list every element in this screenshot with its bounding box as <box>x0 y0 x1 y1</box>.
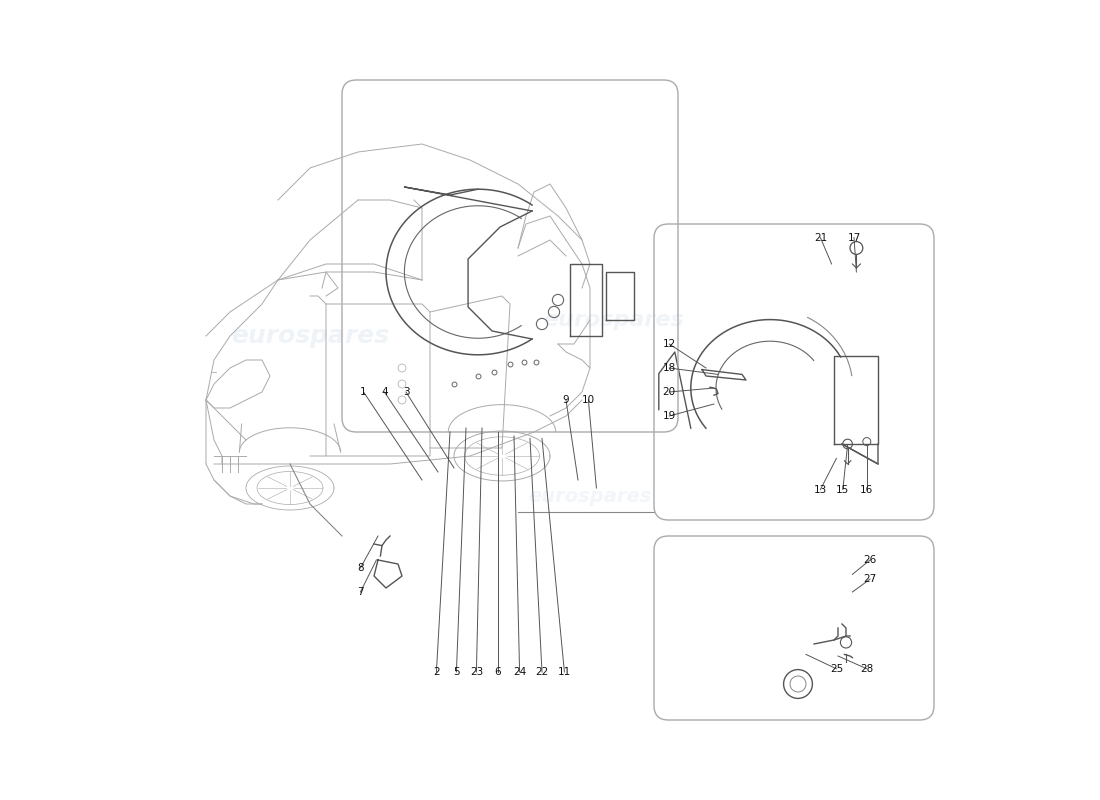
Text: 17: 17 <box>847 233 860 242</box>
Text: 11: 11 <box>558 667 571 677</box>
Text: 5: 5 <box>453 667 460 677</box>
Text: 28: 28 <box>860 664 873 674</box>
Text: 6: 6 <box>495 667 502 677</box>
Text: 18: 18 <box>662 363 675 373</box>
Text: 23: 23 <box>470 667 483 677</box>
Text: 21: 21 <box>814 233 827 242</box>
Text: 24: 24 <box>513 667 526 677</box>
Text: 13: 13 <box>814 485 827 494</box>
Text: 27: 27 <box>864 574 877 584</box>
Text: eurospares: eurospares <box>528 486 651 506</box>
Text: 9: 9 <box>563 395 570 405</box>
Text: 16: 16 <box>860 485 873 494</box>
Text: 1: 1 <box>361 387 367 397</box>
Text: 20: 20 <box>662 387 675 397</box>
Text: 4: 4 <box>381 387 387 397</box>
Text: 25: 25 <box>829 664 843 674</box>
Text: 12: 12 <box>662 339 675 349</box>
Text: 19: 19 <box>662 411 675 421</box>
Text: 8: 8 <box>358 563 364 573</box>
Text: 3: 3 <box>403 387 409 397</box>
Text: 10: 10 <box>582 395 595 405</box>
Text: 7: 7 <box>358 587 364 597</box>
Text: 15: 15 <box>836 485 849 494</box>
Text: 26: 26 <box>864 555 877 565</box>
Text: eurospares: eurospares <box>231 324 389 348</box>
Text: eurospares: eurospares <box>543 310 684 330</box>
Text: 22: 22 <box>536 667 549 677</box>
Text: 2: 2 <box>433 667 440 677</box>
